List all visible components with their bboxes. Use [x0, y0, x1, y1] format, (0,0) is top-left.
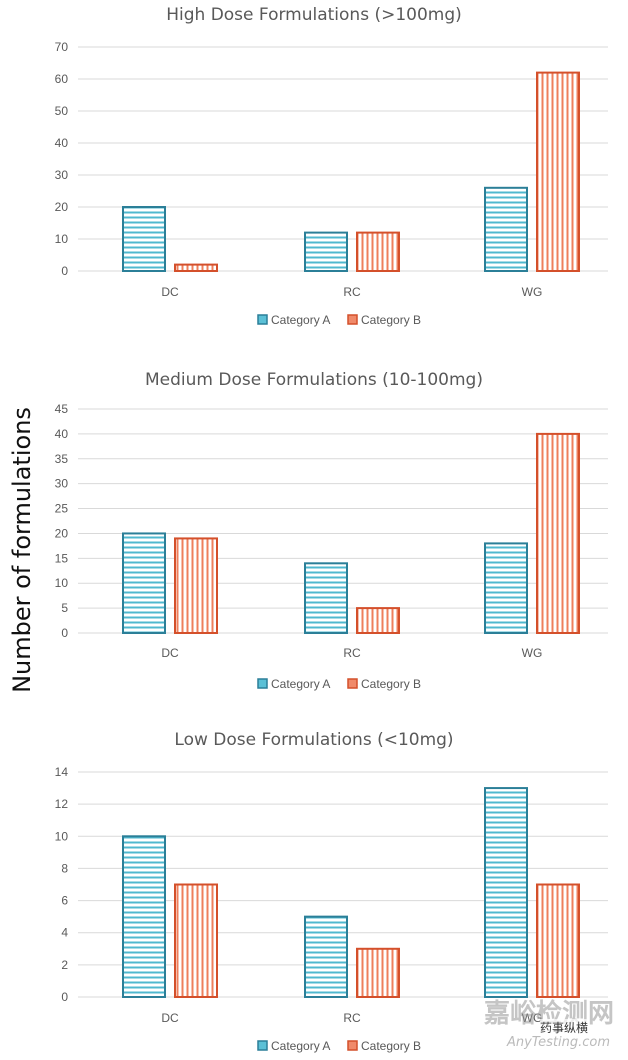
chart-panel-3: Low Dose Formulations (<10mg) 0 2 4 6 8 10 12 14…	[55, 730, 608, 1053]
bar-category-b-rc	[356, 947, 400, 998]
y-tick-label: 12	[55, 797, 69, 811]
chart-panel-1: High Dose Formulations (>100mg) 0 10 20 30 40…	[55, 5, 608, 327]
bar-category-a-wg	[484, 186, 528, 272]
y-tick-label: 20	[55, 200, 69, 214]
bar-category-b-dc	[174, 883, 218, 998]
chart-panel-2: Medium Dose Formulations (10-100mg) 0 5 10 1…	[55, 370, 608, 691]
legend-label-category-a: Category A	[271, 1039, 330, 1053]
chart-title: Medium Dose Formulations (10-100mg)	[145, 370, 483, 390]
y-tick-label: 0	[61, 990, 68, 1004]
x-tick-label: RC	[343, 285, 361, 299]
bar-category-b-wg	[536, 71, 580, 272]
y-tick-label: 15	[55, 551, 69, 565]
bar-category-a-wg	[484, 787, 528, 998]
legend-label-category-b: Category B	[361, 1039, 421, 1053]
y-tick-label: 14	[55, 765, 69, 779]
y-tick-label: 5	[61, 601, 68, 615]
y-tick-label: 25	[55, 502, 69, 516]
x-tick-label: WG	[522, 1011, 543, 1025]
legend-label-category-a: Category A	[271, 677, 330, 691]
chart-title: High Dose Formulations (>100mg)	[166, 5, 462, 25]
legend-swatch-category-a	[257, 1040, 268, 1051]
bar-category-a-wg	[484, 542, 528, 635]
watermark-url: AnyTesting.com	[506, 1035, 610, 1050]
bar-category-b-wg	[536, 883, 580, 998]
x-tick-label: DC	[161, 285, 179, 299]
y-tick-label: 2	[61, 958, 68, 972]
x-tick-label: WG	[522, 285, 543, 299]
shared-y-axis-label: Number of formulations	[8, 407, 36, 693]
bar-category-b-wg	[536, 432, 580, 634]
wechat-label: 药事纵横	[539, 1019, 588, 1036]
x-tick-label: WG	[522, 646, 543, 660]
legend-swatch-category-a	[257, 678, 268, 689]
y-tick-label: 10	[55, 829, 69, 843]
legend-swatch-category-b	[347, 678, 358, 689]
bar-category-a-rc	[304, 915, 348, 999]
legend-label-category-b: Category B	[361, 677, 421, 691]
x-tick-label: DC	[161, 1011, 179, 1025]
y-tick-label: 6	[61, 894, 68, 908]
y-tick-label: 50	[55, 104, 69, 118]
bar-category-b-dc	[174, 263, 218, 273]
bar-category-b-dc	[174, 537, 218, 635]
bar-category-a-dc	[122, 206, 166, 272]
x-tick-label: RC	[343, 646, 361, 660]
legend-swatch-category-a	[257, 314, 268, 325]
bar-category-a-dc	[122, 835, 166, 998]
y-tick-label: 35	[55, 452, 69, 466]
y-tick-label: 30	[55, 168, 69, 182]
y-tick-label: 30	[55, 477, 69, 491]
x-tick-label: DC	[161, 646, 179, 660]
y-tick-label: 70	[55, 40, 69, 54]
bar-category-a-rc	[304, 231, 348, 273]
y-tick-label: 45	[55, 402, 69, 416]
legend-swatch-category-b	[347, 314, 358, 325]
bar-category-a-rc	[304, 562, 348, 634]
y-tick-label: 40	[55, 427, 69, 441]
legend-label-category-b: Category B	[361, 313, 421, 327]
y-tick-label: 10	[55, 232, 69, 246]
bar-category-b-rc	[356, 607, 400, 634]
bar-category-a-dc	[122, 532, 166, 635]
chart-title: Low Dose Formulations (<10mg)	[174, 730, 453, 750]
legend-swatch-category-b	[347, 1040, 358, 1051]
y-tick-label: 8	[61, 861, 68, 875]
legend-label-category-a: Category A	[271, 313, 330, 327]
y-tick-label: 0	[61, 626, 68, 640]
y-tick-label: 0	[61, 264, 68, 278]
y-tick-label: 40	[55, 136, 69, 150]
y-tick-label: 60	[55, 72, 69, 86]
bar-category-b-rc	[356, 231, 400, 273]
y-tick-label: 4	[61, 926, 68, 940]
x-tick-label: RC	[343, 1011, 361, 1025]
y-tick-label: 10	[55, 576, 69, 590]
y-tick-label: 20	[55, 526, 69, 540]
